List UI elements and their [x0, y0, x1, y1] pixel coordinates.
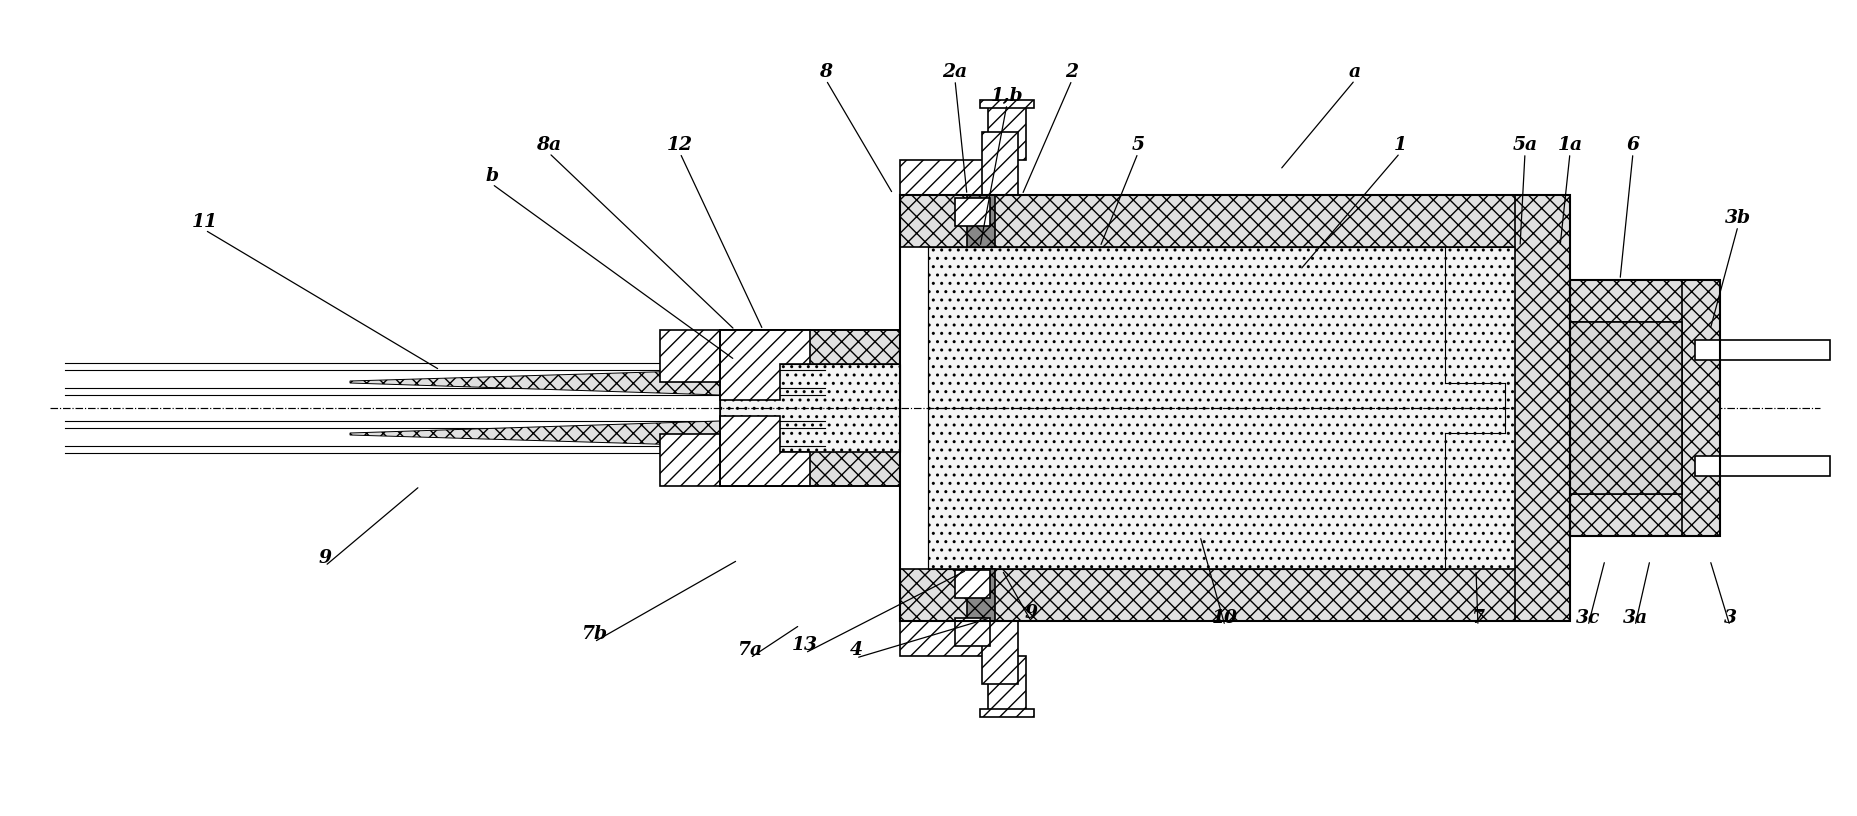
Bar: [721, 364, 901, 452]
Polygon shape: [349, 421, 721, 446]
Bar: [982, 132, 1018, 195]
Bar: [1569, 322, 1682, 494]
Bar: [1695, 340, 1829, 360]
Text: 4: 4: [849, 641, 862, 659]
Polygon shape: [349, 370, 721, 395]
Text: 1a: 1a: [1558, 136, 1582, 154]
Text: 3b: 3b: [1725, 209, 1751, 227]
Text: a: a: [1348, 63, 1361, 81]
Text: 13: 13: [791, 636, 817, 654]
Bar: [954, 618, 990, 646]
Text: 7b: 7b: [581, 625, 607, 643]
Bar: [1569, 280, 1720, 322]
Bar: [1682, 280, 1720, 536]
Text: 9: 9: [1025, 604, 1038, 622]
Text: 10: 10: [1213, 609, 1239, 627]
Polygon shape: [721, 416, 810, 486]
Bar: [721, 452, 901, 486]
Bar: [1569, 280, 1720, 536]
Text: 8: 8: [819, 63, 832, 81]
Bar: [721, 330, 901, 364]
Bar: [954, 198, 990, 226]
Text: 2: 2: [1066, 63, 1079, 81]
Bar: [721, 330, 901, 486]
Text: 3: 3: [1723, 609, 1736, 627]
Bar: [901, 569, 1569, 621]
Bar: [982, 621, 1018, 684]
Text: b: b: [485, 167, 498, 185]
Text: 3c: 3c: [1577, 609, 1601, 627]
Text: 1,b: 1,b: [990, 87, 1023, 105]
Bar: [988, 105, 1027, 160]
Bar: [1569, 494, 1720, 536]
Bar: [1695, 456, 1829, 476]
Bar: [901, 195, 1569, 621]
Text: 3a: 3a: [1623, 609, 1647, 627]
Text: 7a: 7a: [737, 641, 763, 659]
Text: 5: 5: [1131, 136, 1144, 154]
Bar: [901, 621, 1010, 656]
Bar: [1515, 195, 1569, 621]
Bar: [659, 434, 721, 486]
Text: 8a: 8a: [537, 136, 561, 154]
Text: 5a: 5a: [1512, 136, 1538, 154]
Bar: [980, 709, 1034, 717]
Text: 11: 11: [191, 213, 217, 231]
Text: 6: 6: [1627, 136, 1640, 154]
Text: 9: 9: [319, 549, 332, 567]
Text: 7: 7: [1471, 609, 1484, 627]
Bar: [901, 160, 1010, 195]
Bar: [988, 656, 1027, 711]
Bar: [954, 570, 990, 598]
Polygon shape: [721, 330, 810, 400]
Text: 1: 1: [1393, 136, 1406, 154]
Bar: [980, 100, 1034, 108]
Text: 2a: 2a: [943, 63, 967, 81]
Bar: [659, 330, 721, 382]
Bar: [967, 195, 995, 247]
Bar: [901, 195, 1569, 247]
Text: 12: 12: [667, 136, 693, 154]
Bar: [928, 247, 1515, 569]
Bar: [967, 569, 995, 621]
